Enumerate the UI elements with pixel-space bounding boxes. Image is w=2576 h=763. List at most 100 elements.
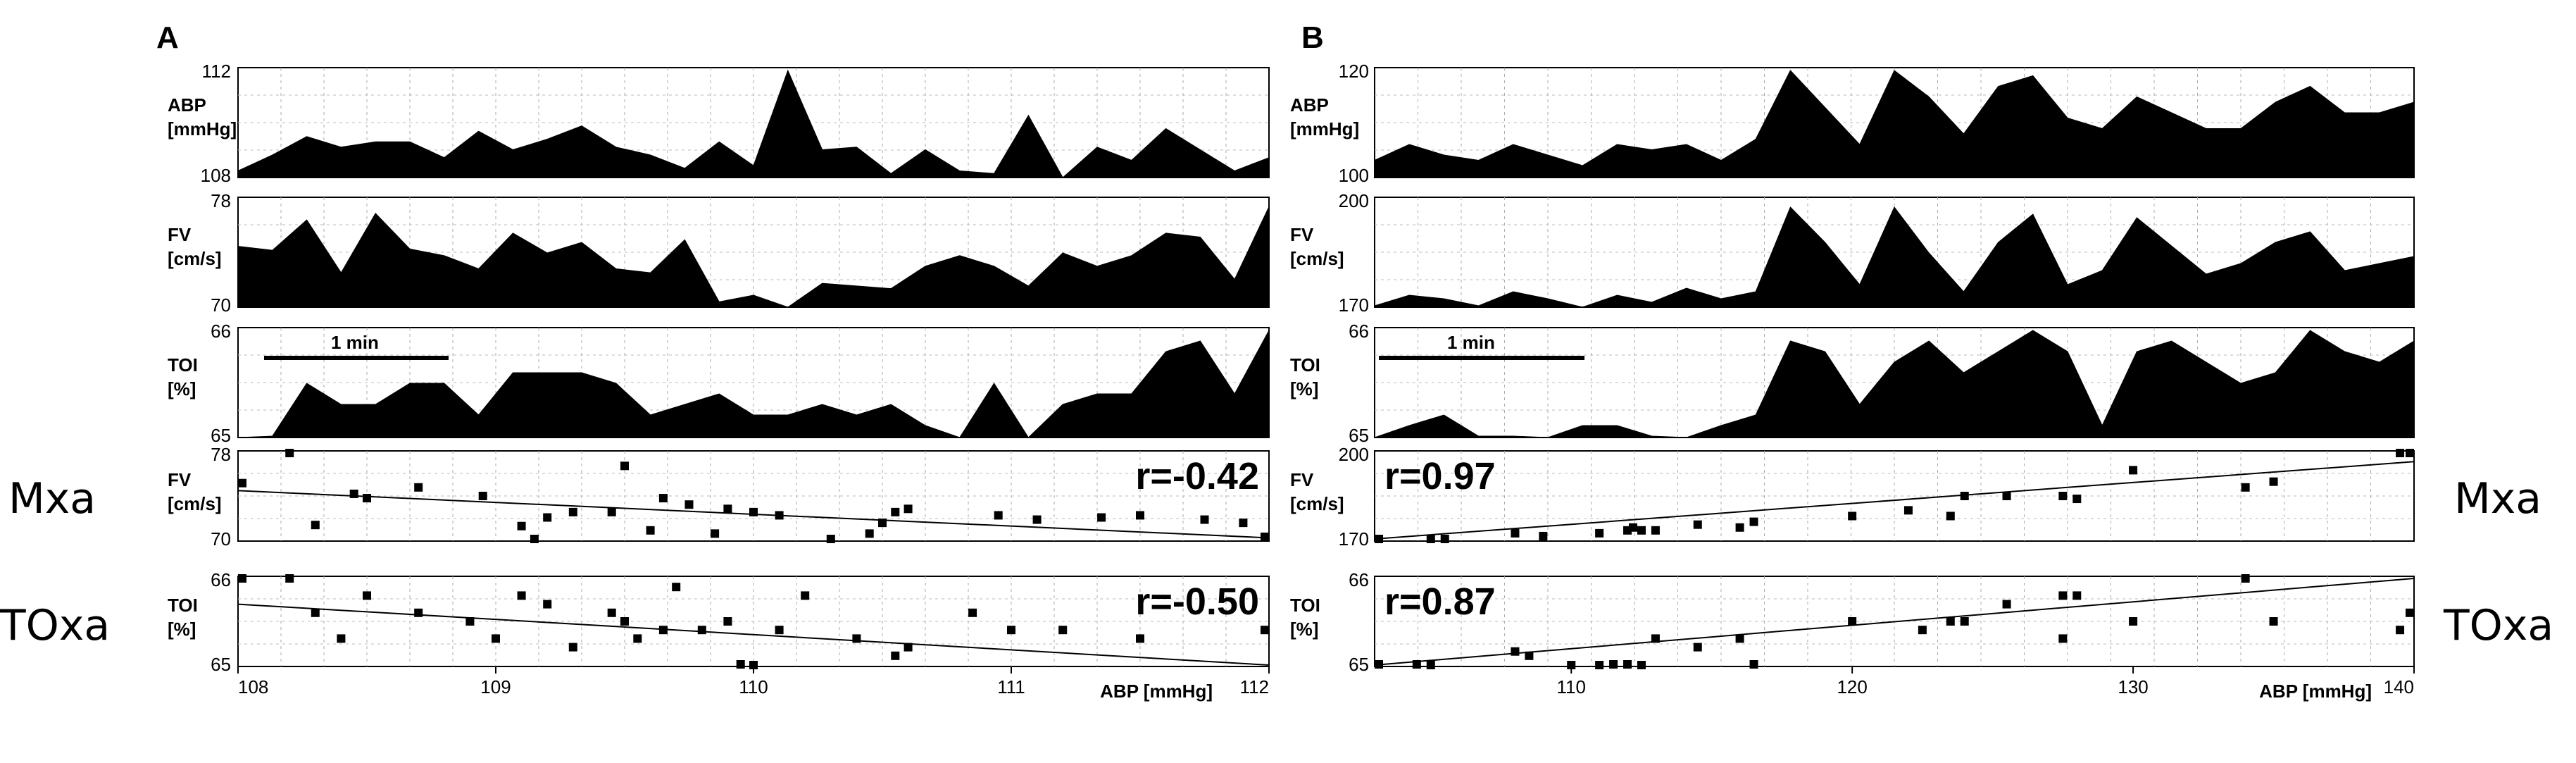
scatter-point xyxy=(904,643,913,652)
scatter-point xyxy=(2406,608,2414,617)
scatter-point xyxy=(1595,661,1604,669)
correlation-label: r=-0.50 xyxy=(1135,581,1259,623)
scatter-point xyxy=(349,489,358,498)
scatter-point xyxy=(2396,449,2405,457)
scatter-point xyxy=(1426,661,1435,669)
scale-bar-label: 1 min xyxy=(331,332,379,353)
scatter-point xyxy=(1511,647,1520,656)
scatter-point xyxy=(1239,519,1248,528)
scatter-point xyxy=(736,660,745,669)
scatter-point xyxy=(285,574,294,583)
y-axis-label: TOI xyxy=(1290,595,1320,616)
scatter-point xyxy=(1637,661,1646,669)
y-tick-label: 70 xyxy=(211,294,231,316)
scatter-point xyxy=(1735,634,1744,643)
scatter-point xyxy=(1136,634,1144,643)
scatter-point xyxy=(1651,526,1660,535)
y-tick-label: 170 xyxy=(1339,294,1369,316)
scatter-point xyxy=(1032,515,1042,524)
scatter-point xyxy=(1375,660,1383,669)
scatter-point xyxy=(1623,660,1632,669)
scatter-point xyxy=(801,591,810,600)
y-axis-label: ABP xyxy=(168,94,206,116)
scatter-point xyxy=(568,643,577,652)
side-label-toxa-left: TOxa xyxy=(0,601,110,650)
scatter-point xyxy=(1007,626,1015,635)
scatter-point xyxy=(238,574,246,583)
scatter-point xyxy=(697,626,706,635)
scatter-point xyxy=(465,617,475,626)
scatter-point xyxy=(1848,617,1857,626)
scatter-point xyxy=(568,507,577,516)
scatter-point xyxy=(2129,466,2138,475)
y-tick-label: 65 xyxy=(211,425,231,446)
scatter-point xyxy=(1567,661,1576,669)
scatter-point xyxy=(2058,492,2068,500)
scatter-point xyxy=(2396,626,2405,635)
scatter-point xyxy=(2058,591,2068,600)
scatter-point xyxy=(238,478,246,488)
scatter-point xyxy=(968,608,977,617)
panel-letter: B xyxy=(1301,20,1324,55)
scatter-point xyxy=(2002,600,2011,609)
scatter-point xyxy=(2129,617,2138,626)
y-axis-label: [cm/s] xyxy=(1290,493,1344,514)
scatter-point xyxy=(672,583,681,592)
scatter-point xyxy=(607,507,616,516)
y-tick-label: 65 xyxy=(1349,654,1369,675)
y-axis-label: [%] xyxy=(1290,378,1318,399)
y-axis-label: FV xyxy=(168,224,192,245)
scatter-point xyxy=(1946,617,1955,626)
x-tick-label: 140 xyxy=(2384,676,2414,697)
x-tick-label: 112 xyxy=(1240,676,1269,697)
scatter-point xyxy=(1412,660,1421,669)
regression-line xyxy=(1374,461,2415,540)
scatter-point xyxy=(1946,511,1955,521)
scatter-point xyxy=(633,634,642,643)
scatter-point xyxy=(363,591,371,600)
scatter-point xyxy=(1525,651,1534,660)
scatter-point xyxy=(517,521,526,531)
panel-b: BABP[mmHg]120100FV[cm/s]200170TOI[%]6665… xyxy=(1290,20,2415,702)
y-tick-label: 66 xyxy=(1349,569,1369,590)
scatter-point xyxy=(749,661,758,669)
scatter-point xyxy=(492,634,500,643)
y-tick-label: 66 xyxy=(211,321,231,342)
area-series xyxy=(1374,330,2415,438)
scatter-point xyxy=(1693,643,1702,652)
x-tick-label: 108 xyxy=(238,676,268,697)
scatter-point xyxy=(517,591,526,600)
scatter-point xyxy=(1097,513,1106,522)
scatter-point xyxy=(1735,523,1744,532)
scatter-point xyxy=(543,600,552,609)
scatter-point xyxy=(684,500,694,509)
scatter-point xyxy=(311,521,320,530)
scatter-point xyxy=(1749,517,1758,526)
scatter-point xyxy=(2002,492,2011,500)
correlation-label: r=0.97 xyxy=(1384,455,1496,497)
area-series xyxy=(237,330,1270,438)
scatter-point xyxy=(1903,506,1913,515)
scatter-point xyxy=(285,449,294,457)
scatter-point xyxy=(620,617,629,626)
scatter-point xyxy=(775,511,784,520)
scatter-point xyxy=(904,504,913,514)
y-tick-label: 170 xyxy=(1339,528,1369,550)
x-axis-label: ABP [mmHg] xyxy=(1100,681,1213,702)
side-label-mxa-right: Mxa xyxy=(2454,474,2541,523)
scatter-point xyxy=(1539,531,1548,540)
x-tick-label: 109 xyxy=(480,676,511,697)
scatter-point xyxy=(478,492,487,500)
scatter-point xyxy=(891,507,900,516)
scatter-point xyxy=(414,483,423,492)
scatter-point xyxy=(2241,574,2250,583)
area-series xyxy=(237,69,1270,178)
scatter-point xyxy=(1595,528,1604,538)
scatter-point xyxy=(994,511,1003,520)
scatter-point xyxy=(865,529,874,538)
area-series xyxy=(237,206,1270,308)
scatter-point xyxy=(1058,626,1068,635)
scatter-point xyxy=(1261,532,1269,541)
side-label-mxa-left: Mxa xyxy=(8,474,96,523)
scatter-point xyxy=(414,608,423,617)
